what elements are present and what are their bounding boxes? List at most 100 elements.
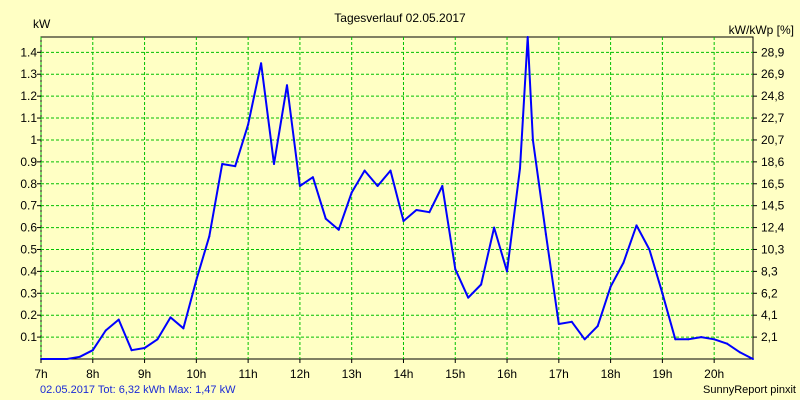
data-point [91, 349, 94, 352]
data-point [298, 184, 301, 187]
data-point [52, 358, 55, 360]
x-axis-ticks: 7h 8h 9h 10h 11h 12h 13h 14h 15h 16h 17h 18h 19h 20h [34, 359, 724, 381]
data-point [156, 338, 159, 341]
y-right-tick-label: 6,2 [761, 286, 778, 300]
y-left-tick-label: 0.6 [20, 221, 37, 235]
data-point [285, 84, 288, 87]
x-tick-label: 17h [549, 367, 569, 381]
x-tick-label: 13h [342, 367, 362, 381]
chart-title: Tagesverlauf 02.05.2017 [334, 11, 466, 25]
y-left-tick-label: 0.1 [20, 330, 37, 344]
y-right-tick-label: 4,1 [761, 308, 778, 322]
y-left-tick-label: 0.5 [20, 242, 37, 256]
data-point [467, 296, 470, 299]
data-point [350, 191, 353, 194]
x-tick-label: 14h [393, 367, 413, 381]
y-left-tick-label: 0.8 [20, 177, 37, 191]
y-right-tick-label: 14,5 [761, 199, 785, 213]
data-point [337, 228, 340, 231]
y-left-tick-label: 0.2 [20, 308, 37, 322]
data-point [518, 167, 521, 170]
series-group [40, 36, 754, 360]
y-right-tick-label: 20,7 [761, 133, 785, 147]
data-point [506, 270, 509, 273]
data-point [596, 325, 599, 328]
x-tick-label: 16h [497, 367, 517, 381]
data-point [182, 327, 185, 330]
y-right-tick-label: 10,3 [761, 242, 785, 256]
data-point [674, 338, 677, 341]
data-point [234, 165, 237, 168]
y-left-tick-label: 0.9 [20, 155, 37, 169]
y-right-tick-label: 2,1 [761, 330, 778, 344]
x-tick-label: 7h [34, 367, 47, 381]
y-left-tick-label: 0.3 [20, 286, 37, 300]
data-point [609, 285, 612, 288]
y-right-tick-label: 18,6 [761, 155, 785, 169]
data-point [130, 349, 133, 352]
data-point [570, 320, 573, 323]
data-point [376, 184, 379, 187]
grid [40, 37, 753, 359]
y-right-tick-label: 12,4 [761, 221, 785, 235]
data-point [324, 217, 327, 220]
x-tick-label: 15h [445, 367, 465, 381]
data-point [311, 176, 314, 179]
x-tick-label: 20h [704, 367, 724, 381]
x-tick-label: 19h [652, 367, 672, 381]
y-left-tick-label: 0.7 [20, 199, 37, 213]
y-right-tick-label: 8,3 [761, 264, 778, 278]
data-point [557, 322, 560, 325]
data-point [169, 316, 172, 319]
data-point [493, 226, 496, 229]
data-point [661, 292, 664, 295]
data-point [221, 163, 224, 166]
data-point [635, 224, 638, 227]
data-point [117, 318, 120, 321]
data-point [143, 347, 146, 350]
data-point [78, 355, 81, 358]
data-point [208, 235, 211, 238]
y-left-tick-label: 1.2 [20, 89, 37, 103]
data-point [402, 220, 405, 222]
x-tick-label: 10h [186, 367, 206, 381]
y-left-tick-label: 0.4 [20, 264, 37, 278]
x-tick-label: 8h [86, 367, 99, 381]
data-point [700, 336, 703, 339]
data-point [104, 329, 107, 332]
data-point [260, 62, 263, 65]
y-right-tick-label: 28,9 [761, 45, 785, 59]
data-point [713, 338, 716, 341]
data-point [65, 358, 68, 360]
y-right-tick-label: 16,5 [761, 177, 785, 191]
x-tick-label: 11h [239, 367, 258, 381]
data-point [752, 358, 754, 360]
x-tick-label: 18h [601, 367, 621, 381]
x-tick-label: 9h [138, 367, 151, 381]
data-point [480, 283, 483, 286]
y-axis-left-label: kW [33, 17, 51, 31]
data-point [363, 169, 366, 172]
data-point [648, 248, 651, 251]
y-right-tick-label: 22,7 [761, 111, 785, 125]
y-axis-left-ticks: 0.1 0.2 0.3 0.4 0.5 0.6 0.7 0.8 0.9 1 1.1 1.2 1.3 1.4 [20, 45, 41, 344]
data-point [622, 261, 625, 264]
credit-text: SunnyReport pinxit [703, 384, 796, 396]
data-point [687, 338, 690, 341]
y-axis-right-ticks: 2,1 4,1 6,2 8,3 10,3 12,4 14,5 16,5 18,6 20,7 22,7… [753, 45, 785, 344]
y-right-tick-label: 24,8 [761, 89, 785, 103]
y-left-tick-label: 1.3 [20, 67, 37, 81]
y-right-tick-label: 26,9 [761, 67, 785, 81]
y-axis-right-label: kW/kWp [%] [729, 23, 794, 37]
data-point [739, 351, 742, 354]
data-point [531, 138, 534, 141]
data-point [195, 279, 198, 282]
footer-summary: 02.05.2017 Tot: 6,32 kWh Max: 1,47 kW [40, 384, 236, 396]
y-left-tick-label: 1.4 [20, 45, 37, 59]
data-point [544, 233, 547, 236]
data-point [441, 184, 444, 187]
x-tick-label: 12h [290, 367, 310, 381]
data-point [583, 338, 586, 341]
